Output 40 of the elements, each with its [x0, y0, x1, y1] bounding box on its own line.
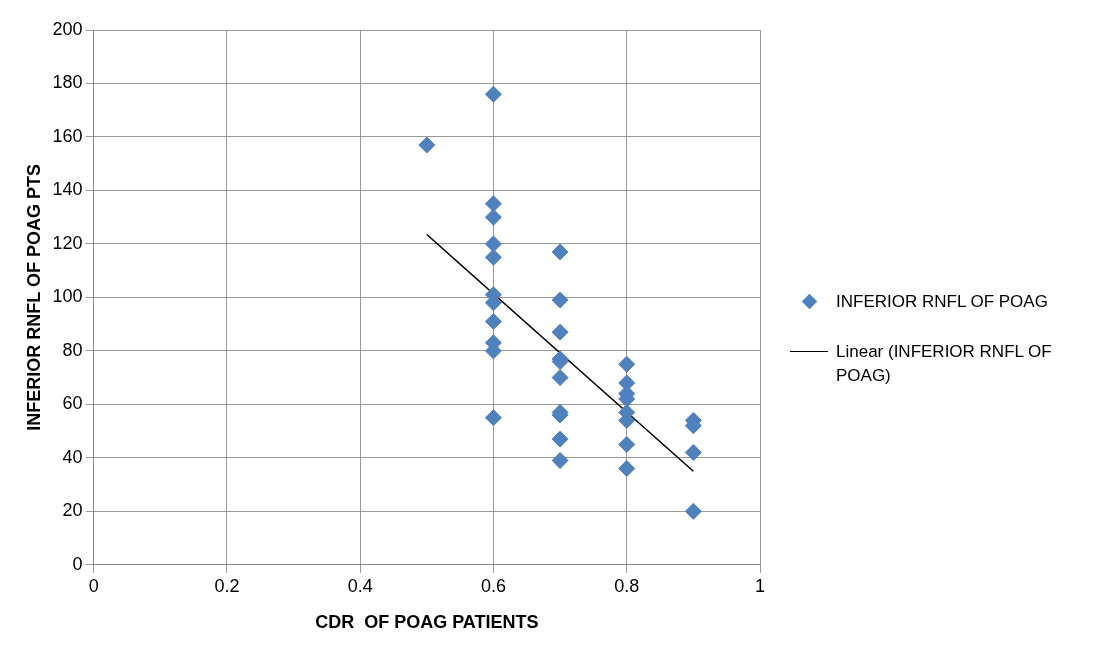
point: [618, 460, 636, 478]
y-tick-label: 100: [52, 286, 83, 307]
point: [618, 355, 636, 373]
point: [551, 291, 569, 309]
y-axis-title: INFERIOR RNFL OF POAG PTS: [23, 164, 44, 431]
y-tick-label: 200: [52, 18, 83, 39]
x-tick-label: 0: [88, 575, 99, 596]
y-tick-label: 140: [52, 179, 83, 200]
y-tick-label: 20: [62, 500, 83, 521]
point: [551, 452, 569, 470]
point: [484, 195, 502, 213]
x-axis-title: CDR OF POAG PATIENTS: [315, 612, 539, 633]
point: [484, 235, 502, 253]
point: [484, 409, 502, 427]
point: [484, 208, 502, 226]
y-tick-label: 120: [52, 232, 83, 253]
point: [551, 430, 569, 448]
x-tick-label: 1: [754, 575, 766, 596]
point: [551, 243, 569, 261]
y-tick-label: 160: [52, 125, 83, 146]
y-tick-label: 60: [62, 393, 83, 414]
point: [551, 323, 569, 341]
legend-label: Linear (INFERIOR RNFL OF POAG): [836, 341, 1053, 387]
x-tick-label: 0.8: [614, 575, 640, 596]
legend-label: INFERIOR RNFL OF POAG: [836, 291, 1048, 313]
point: [484, 312, 502, 330]
y-tick-label: 40: [62, 446, 83, 467]
point: [684, 443, 702, 461]
y-tick-label: 180: [52, 72, 83, 93]
point: [484, 248, 502, 266]
point: [484, 85, 502, 103]
point: [418, 136, 436, 154]
x-tick-label: 0.6: [480, 575, 506, 596]
point: [618, 435, 636, 453]
y-tick-label: 80: [62, 339, 83, 360]
x-tick-label: 0.4: [347, 575, 373, 596]
point: [684, 502, 702, 520]
point: [551, 369, 569, 387]
y-tick-label: 0: [72, 553, 83, 574]
x-tick-label: 0.2: [214, 575, 240, 596]
